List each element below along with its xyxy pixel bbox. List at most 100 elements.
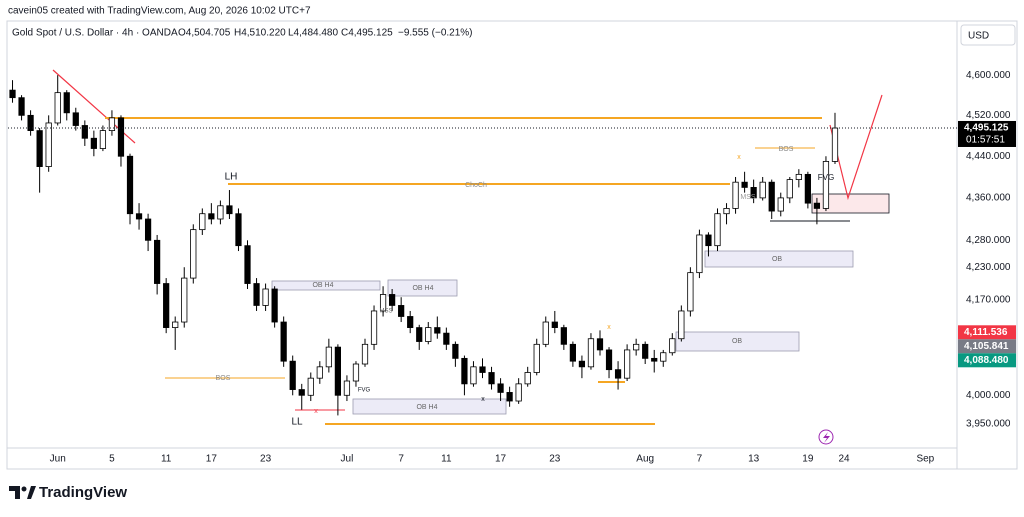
x-tick-label: Jun — [50, 454, 66, 465]
candle-body — [163, 283, 170, 328]
candle-body — [54, 92, 61, 124]
candle-body — [714, 213, 721, 247]
candle-body — [407, 316, 414, 328]
candle-body — [533, 343, 540, 373]
candle-body — [596, 338, 604, 351]
candle-body — [316, 366, 323, 379]
candle-body — [154, 239, 161, 284]
event-bolt — [823, 432, 830, 443]
candle-body — [108, 117, 116, 131]
candle-body — [786, 179, 793, 199]
ohlc-low: L4,484.480 — [288, 28, 338, 39]
annotation: BOS — [216, 375, 231, 382]
candle-body — [461, 357, 468, 385]
symbol: Gold Spot / U.S. Dollar · 4h · OANDA — [12, 28, 178, 39]
candle-body — [271, 288, 278, 323]
candle-body — [343, 380, 351, 396]
candle-body — [542, 321, 549, 345]
candle-body — [298, 389, 305, 396]
candle-body — [45, 122, 52, 167]
annotation: FVG — [818, 173, 834, 182]
countdown: 01:57:51 — [966, 135, 1005, 146]
candle-body — [27, 114, 34, 131]
annotation: OB — [732, 338, 742, 345]
candle-body — [172, 321, 179, 328]
x-tick-label: Sep — [916, 454, 934, 465]
x-tick-label: 23 — [549, 454, 561, 465]
price-marker-label: 4,105.841 — [964, 341, 1009, 352]
currency: USD — [968, 31, 989, 42]
candle-body — [190, 229, 197, 279]
annotation: MSS — [740, 194, 756, 201]
candle-body — [280, 321, 287, 362]
price-marker-label: 4,088.480 — [964, 355, 1009, 366]
ohlc-change: −9.555 (−0.21%) — [398, 28, 473, 39]
x-tick-label: 11 — [161, 454, 172, 465]
currency-box[interactable] — [960, 24, 1016, 46]
y-tick-label: 4,280.000 — [966, 235, 1011, 246]
annotation: LH — [225, 172, 238, 183]
candle-body — [560, 327, 567, 345]
candle-body — [379, 294, 387, 312]
x-tick-label: Jul — [341, 454, 354, 465]
x-tick-label: 7 — [398, 454, 404, 465]
candle-body — [36, 130, 43, 167]
price-marker — [958, 353, 1016, 368]
candle-body — [524, 372, 531, 385]
candle-body — [723, 208, 730, 215]
candle-body — [144, 218, 152, 241]
frame — [6, 20, 1018, 470]
candle-body — [605, 349, 613, 371]
candle-body — [135, 213, 143, 220]
annotation: ChoCh — [465, 182, 487, 189]
annotation: x — [314, 408, 318, 415]
ohlc-close: C4,495.125 — [341, 28, 393, 39]
ohlc-open: O4,504.705 — [178, 28, 231, 39]
candle-body — [235, 213, 242, 247]
price-marker-label: 4,111.536 — [964, 327, 1008, 338]
candle-body — [334, 346, 342, 396]
candle-body — [569, 343, 576, 362]
annotation: OB H4 — [416, 404, 437, 411]
candle-body — [389, 294, 396, 306]
x-tick-label: 5 — [109, 454, 115, 465]
candle-body — [777, 197, 784, 212]
y-tick-label: 4,170.000 — [966, 295, 1011, 306]
price-marker — [958, 325, 1016, 340]
order-block — [352, 398, 507, 415]
candle-body — [614, 369, 622, 379]
credit: cavein05 created with TradingView.com, A… — [8, 6, 311, 17]
candle-body — [551, 321, 558, 328]
x-tick-label: 7 — [697, 454, 703, 465]
order-block — [675, 331, 800, 352]
annotation: OB H4 — [312, 282, 333, 289]
candle-body — [795, 173, 802, 180]
candle-body — [253, 283, 260, 306]
x-tick-label: Aug — [636, 454, 654, 465]
candle-body — [208, 213, 215, 220]
y-tick-label: 4,000.000 — [966, 390, 1011, 401]
candle-body — [687, 272, 694, 312]
annotation: LL — [291, 417, 303, 428]
candle-body — [813, 202, 821, 209]
candle-body — [307, 377, 314, 396]
y-tick-label: 3,950.000 — [966, 419, 1011, 430]
logo-mark — [27, 486, 36, 499]
candle-body — [63, 92, 70, 114]
event-icon[interactable] — [818, 429, 834, 445]
candle-body — [398, 305, 405, 317]
candle-body — [244, 245, 251, 284]
candle-body — [488, 372, 495, 385]
candle-body — [126, 155, 134, 215]
candle-body — [18, 97, 25, 116]
logo-mark — [9, 486, 20, 499]
candle-body — [669, 338, 676, 354]
candle-body — [425, 327, 432, 342]
candle-body — [831, 127, 839, 162]
candle-body — [741, 181, 748, 188]
candle-body — [90, 137, 97, 149]
candle-body — [452, 343, 459, 359]
ohlc-high: H4,510.220 — [234, 28, 286, 39]
y-tick-label: 4,600.000 — [966, 70, 1011, 81]
x-tick-label: 24 — [838, 454, 850, 465]
